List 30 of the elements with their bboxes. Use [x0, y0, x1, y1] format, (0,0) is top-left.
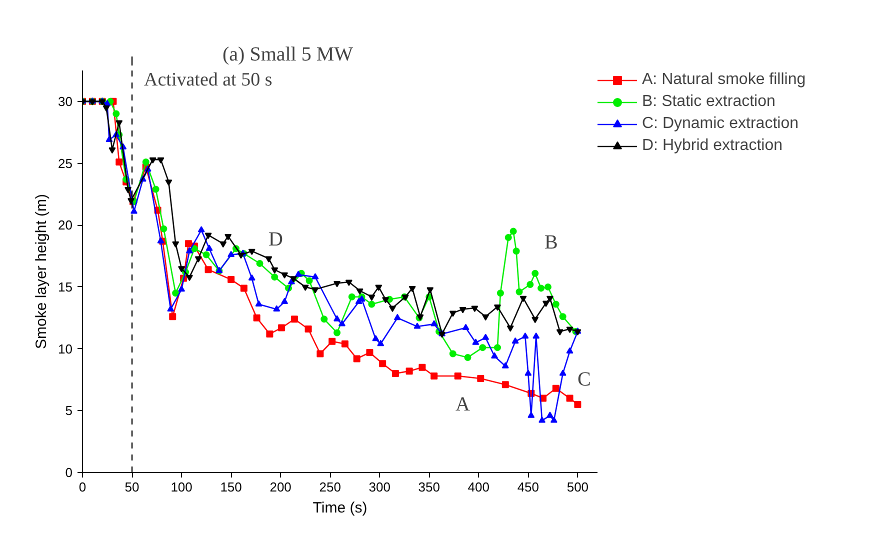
legend-label: D: Hybrid extraction — [642, 137, 782, 155]
y-tick-label: 15 — [58, 279, 73, 294]
x-tick-label: 0 — [78, 480, 86, 494]
y-tick-label: 30 — [58, 94, 73, 109]
x-axis-title: Time (s) — [312, 500, 368, 516]
legend-label: C: Dynamic extraction — [642, 115, 798, 133]
y-tick-label: 25 — [58, 156, 73, 171]
x-tick-label: 200 — [270, 480, 292, 494]
y-tick-label: 0 — [65, 465, 73, 480]
x-tick-label: 300 — [368, 480, 390, 494]
x-tick-label: 50 — [124, 480, 140, 494]
y-tick-label: 5 — [65, 403, 73, 418]
annotation: B — [544, 232, 558, 254]
annotation: A — [456, 394, 470, 416]
x-tick-label: 400 — [468, 480, 490, 494]
x-tick-label: 500 — [566, 480, 589, 494]
x-tick-label: 350 — [418, 480, 440, 494]
ref-line-label: Activated at 50 s — [144, 70, 272, 90]
x-tick-label: 100 — [170, 480, 192, 494]
annotation: D — [268, 228, 283, 250]
legend-label: B: Static extraction — [642, 93, 776, 111]
legend-label: A: Natural smoke filling — [642, 71, 806, 89]
x-tick-label: 250 — [319, 480, 341, 494]
y-tick-label: 20 — [58, 218, 73, 233]
chart-title: (a) Small 5 MW — [222, 44, 354, 66]
y-axis-title: Smoke layer height (m) — [33, 194, 50, 350]
y-tick-label: 10 — [58, 341, 73, 356]
x-tick-label: 150 — [220, 480, 242, 494]
x-tick-label: 450 — [517, 480, 540, 494]
annotation: C — [578, 368, 591, 390]
